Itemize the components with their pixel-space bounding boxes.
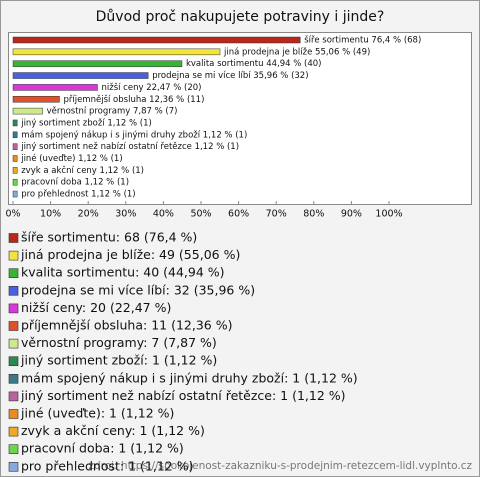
bar <box>12 143 18 150</box>
chart-title: Důvod proč nakupujete potraviny i jinde? <box>96 9 385 25</box>
value-label: pro přehlednost 1,12 % (1) <box>21 190 135 200</box>
legend-label: jiné (uveďte): 1 (1,12 %) <box>20 406 174 421</box>
legend-swatch <box>8 426 19 437</box>
legend-label: jiný sortiment zboží: 1 (1,12 %) <box>20 353 217 368</box>
legend-swatch <box>8 250 19 261</box>
legend-label: zvyk a akční ceny: 1 (1,12 %) <box>21 423 205 438</box>
legend-swatch <box>8 338 19 349</box>
bar <box>12 60 183 67</box>
x-tick-label: 20% <box>78 209 99 220</box>
x-tick-label: 70% <box>266 209 287 220</box>
legend-label: věrnostní programy: 7 (7,87 %) <box>21 335 217 350</box>
bar <box>12 72 149 79</box>
bar <box>12 178 18 186</box>
legend-swatch <box>8 444 19 455</box>
legend-swatch <box>8 285 19 296</box>
legend-label: příjemnější obsluha: 11 (12,36 %) <box>21 318 232 333</box>
legend-label: pro přehlednost: 1 (1,12 %) <box>21 458 193 473</box>
bar <box>12 96 60 103</box>
bar <box>12 107 43 115</box>
value-label: pracovní doba 1,12 % (1) <box>21 178 129 188</box>
x-tick-label: 90% <box>341 209 362 220</box>
legend-label: prodejna se mi více líbí: 32 (35,96 %) <box>21 282 255 297</box>
legend-swatch <box>8 356 19 367</box>
legend-swatch <box>8 409 19 419</box>
x-tick-label: 80% <box>303 209 324 220</box>
legend-swatch <box>8 233 19 243</box>
bar <box>12 36 301 44</box>
bar <box>12 155 18 162</box>
x-tick-label: 10% <box>40 209 61 220</box>
legend-label: kvalita sortimentu: 40 (44,94 %) <box>21 265 225 280</box>
legend-label: šíře sortimentu: 68 (76,4 %) <box>21 230 197 245</box>
bar <box>12 167 18 174</box>
value-label: příjemnější obsluha 12,36 % (11) <box>63 94 204 105</box>
value-label: šíře sortimentu 76,4 % (68) <box>304 35 421 46</box>
value-label: nižší ceny 22,47 % (20) <box>101 82 201 93</box>
x-tick-label: 40% <box>153 209 174 220</box>
legend-label: pracovní doba: 1 (1,12 %) <box>21 441 184 456</box>
bar <box>12 48 221 56</box>
bar <box>12 84 98 91</box>
x-tick-label: 30% <box>115 209 136 220</box>
value-label: mám spojený nákup i s jinými druhy zboží… <box>21 130 247 140</box>
value-label: jiný sortiment zboží 1,12 % (1) <box>20 118 152 128</box>
legend-label: nižší ceny: 20 (22,47 %) <box>21 300 171 315</box>
source: zdroj: https://spokojenost-zakazniku-s-p… <box>88 460 472 472</box>
legend-label: mám spojený nákup i s jinými druhy zboží… <box>21 370 358 385</box>
bar <box>12 190 18 198</box>
legend-swatch <box>8 303 19 314</box>
bar <box>12 119 18 127</box>
x-tick-label: 100% <box>375 209 402 220</box>
legend-swatch <box>8 461 19 472</box>
x-tick-label: 0% <box>5 209 20 220</box>
x-tick-label: 60% <box>228 209 249 220</box>
value-label: zvyk a akční ceny 1,12 % (1) <box>21 165 144 176</box>
value-label: věrnostní programy 7,87 % (7) <box>47 107 178 117</box>
value-label: jiný sortiment než nabízí ostatní řetězc… <box>20 142 239 152</box>
legend-swatch <box>8 268 19 279</box>
bar <box>12 131 18 139</box>
legend-label: jiná prodejna je blíže: 49 (55,06 %) <box>20 247 240 262</box>
legend-swatch <box>8 373 19 384</box>
value-label: jiné (uveďte) 1,12 % (1) <box>20 153 122 164</box>
value-label: kvalita sortimentu 44,94 % (40) <box>186 59 322 69</box>
value-label: jiná prodejna je blíže 55,06 % (49) <box>223 47 370 57</box>
legend-swatch <box>8 391 19 402</box>
x-tick-label: 50% <box>190 209 211 220</box>
legend-swatch <box>8 321 19 331</box>
value-label: prodejna se mi více líbí 35,96 % (32) <box>152 71 308 81</box>
legend-label: jiný sortiment než nabízí ostatní řetězc… <box>20 388 346 403</box>
